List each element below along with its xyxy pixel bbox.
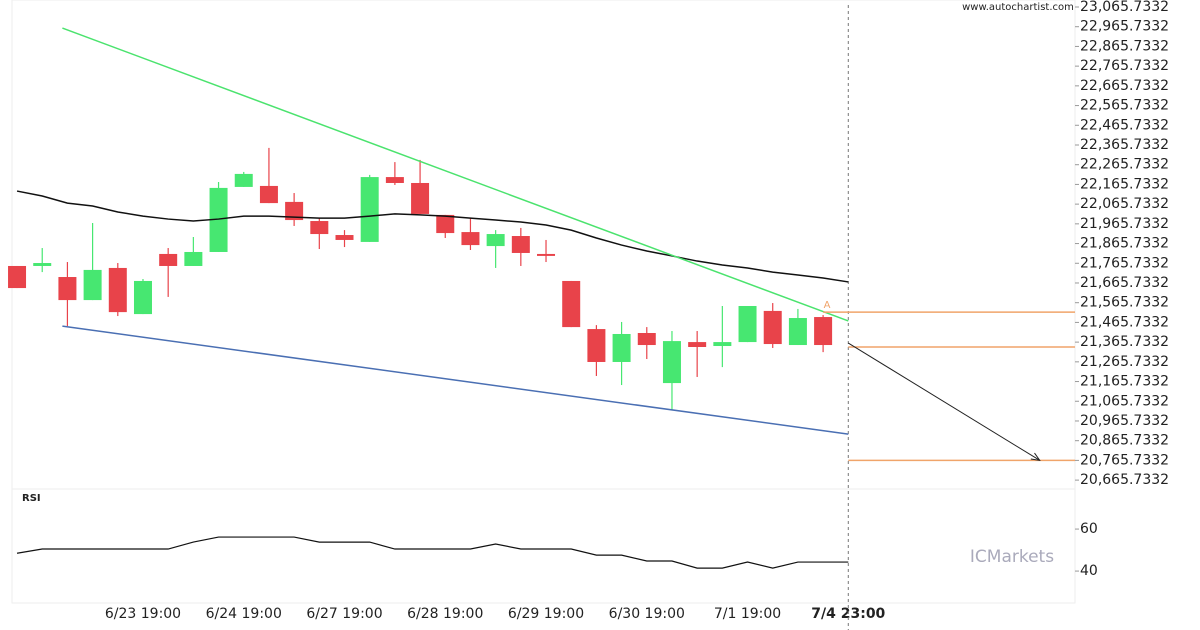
- candle-body: [385, 177, 404, 183]
- candle-body: [461, 232, 480, 246]
- y-tick-label: 22,765.7332: [1080, 58, 1169, 74]
- rsi-line: [16, 536, 849, 569]
- x-tick-label: 6/24 19:00: [206, 606, 282, 622]
- plot-frame: [11, 0, 1076, 604]
- y-tick-label: 20,965.7332: [1080, 413, 1169, 429]
- y-tick-label: 21,765.7332: [1080, 255, 1169, 271]
- candle-body: [259, 185, 278, 204]
- brand-logo: ICMarkets: [970, 547, 1054, 567]
- candle-body: [612, 333, 631, 362]
- y-tick-label: 21,365.7332: [1080, 334, 1169, 350]
- candle-body: [33, 263, 52, 266]
- candle-body: [209, 187, 228, 252]
- annotation: A: [824, 300, 831, 311]
- candle-body: [637, 333, 656, 346]
- x-tick-label: 6/23 19:00: [105, 606, 181, 622]
- x-tick-label: 6/29 19:00: [508, 606, 584, 622]
- y-tick-label: 22,365.7332: [1080, 137, 1169, 153]
- y-tick-label: 22,665.7332: [1080, 78, 1169, 94]
- candle-body: [738, 305, 757, 343]
- candle-body: [360, 177, 379, 242]
- candle-body: [285, 201, 304, 221]
- candle-body: [713, 342, 732, 347]
- candle-body: [763, 310, 782, 345]
- candle-body: [562, 280, 581, 328]
- candle-body: [159, 253, 178, 266]
- y-tick-label: 23,065.7332: [1080, 0, 1169, 15]
- candle-body: [133, 280, 152, 315]
- candle-body: [8, 265, 27, 289]
- y-tick-label: 20,665.7332: [1080, 472, 1169, 488]
- candle-body: [814, 317, 833, 346]
- y-tick-label: 60: [1080, 521, 1098, 537]
- x-tick-label: 6/30 19:00: [609, 606, 685, 622]
- candle-body: [108, 267, 127, 313]
- candle-body: [511, 236, 530, 253]
- y-tick-label: 21,665.7332: [1080, 275, 1169, 291]
- candle-body: [486, 234, 505, 247]
- x-tick-label: 6/27 19:00: [306, 606, 382, 622]
- y-tick-label: 22,165.7332: [1080, 176, 1169, 192]
- candle-body: [335, 235, 354, 240]
- candle-body: [411, 182, 430, 214]
- y-tick-label: 21,065.7332: [1080, 393, 1169, 409]
- y-tick-label: 22,565.7332: [1080, 98, 1169, 114]
- overlay-line: [62, 325, 849, 435]
- y-tick-label: 22,465.7332: [1080, 117, 1169, 133]
- candle-body: [662, 341, 681, 384]
- y-tick-label: 21,865.7332: [1080, 236, 1169, 252]
- x-tick-label: 6/28 19:00: [407, 606, 483, 622]
- y-tick-label: 21,965.7332: [1080, 216, 1169, 232]
- x-tick-label: 7/1 19:00: [714, 606, 781, 622]
- candle-body: [788, 318, 807, 346]
- candle-body: [688, 342, 707, 347]
- arrow-head: [1030, 452, 1041, 462]
- y-tick-label: 20,765.7332: [1080, 452, 1169, 468]
- overlay-line: [16, 190, 849, 283]
- y-tick-label: 22,265.7332: [1080, 157, 1169, 173]
- candle-body: [436, 214, 455, 234]
- y-tick-label: 22,065.7332: [1080, 196, 1169, 212]
- overlay-line: [62, 27, 849, 322]
- y-tick-label: 21,565.7332: [1080, 295, 1169, 311]
- watermark: www.autochartist.com: [962, 2, 1074, 13]
- candle-body: [537, 253, 556, 256]
- y-tick-label: 22,965.7332: [1080, 19, 1169, 35]
- candle-body: [58, 277, 77, 301]
- candle-body: [587, 329, 606, 362]
- y-tick-label: 20,865.7332: [1080, 433, 1169, 449]
- candle-body: [310, 221, 329, 235]
- candle-body: [184, 251, 203, 266]
- y-tick-label: 22,865.7332: [1080, 38, 1169, 54]
- y-tick-label: 21,165.7332: [1080, 374, 1169, 390]
- candle-body: [234, 173, 253, 187]
- forecast-arrow: [848, 342, 1040, 461]
- y-tick-label: 40: [1080, 563, 1098, 579]
- rsi-title: RSI: [22, 493, 41, 504]
- candle-body: [83, 269, 102, 301]
- y-tick-label: 21,265.7332: [1080, 354, 1169, 370]
- y-tick-label: 21,465.7332: [1080, 314, 1169, 330]
